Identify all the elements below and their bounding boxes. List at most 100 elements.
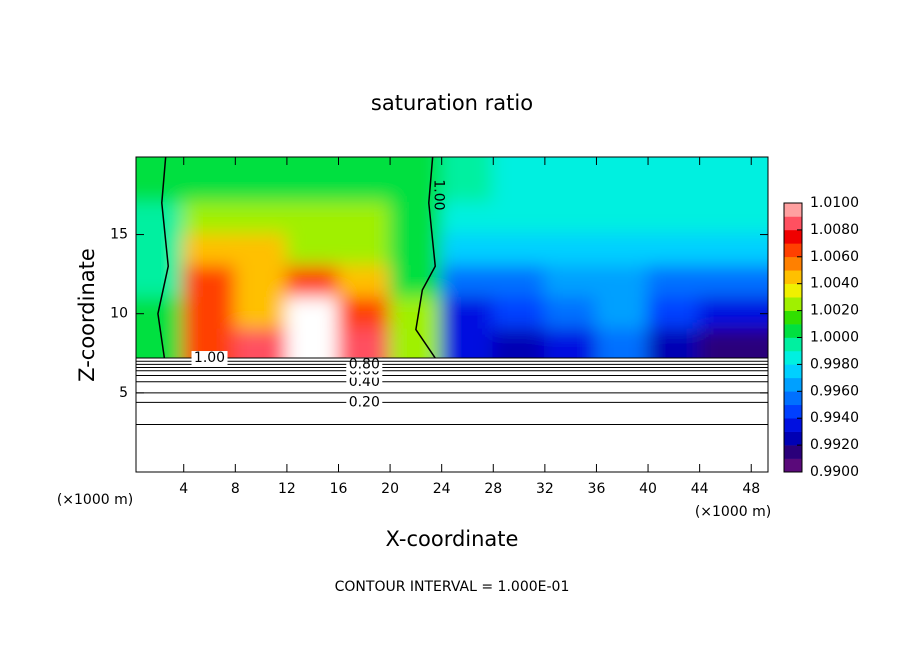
field-cell	[647, 233, 701, 268]
colorbar-swatch	[784, 243, 802, 258]
field-cells	[136, 157, 768, 359]
field-cell	[698, 328, 768, 359]
field-cell	[647, 265, 701, 299]
field-cell	[440, 201, 495, 236]
field-cell	[285, 201, 340, 236]
y-tick-label: 15	[110, 227, 128, 243]
field-cell	[647, 328, 701, 359]
colorbar-swatch	[784, 283, 802, 298]
field-cell	[698, 201, 768, 236]
field-cell	[285, 265, 340, 299]
colorbar-swatch	[784, 418, 802, 432]
field-cell	[337, 296, 392, 331]
colorbar-tick-label: 0.9960	[810, 383, 859, 399]
field-cell	[647, 157, 701, 204]
x-tick-label: 36	[588, 481, 606, 497]
contour-line	[415, 156, 437, 359]
field-cell	[543, 233, 598, 268]
field-cell	[182, 233, 237, 268]
x-unit: (×1000 m)	[695, 504, 771, 520]
colorbar-swatch	[784, 203, 802, 217]
field-cell	[492, 201, 546, 236]
field-cell	[182, 201, 237, 236]
field-cell	[440, 157, 495, 204]
chart-title: saturation ratio	[371, 91, 533, 115]
field-cell	[492, 233, 546, 268]
field-cell	[543, 296, 598, 331]
field-cell	[234, 201, 288, 236]
x-tick-label: 48	[742, 481, 760, 497]
field-cell	[440, 265, 495, 299]
field-cell	[595, 296, 650, 331]
field-cell	[543, 201, 598, 236]
field-cell	[136, 233, 185, 268]
contour-label-bg	[191, 351, 228, 366]
colorbar-swatch	[784, 229, 802, 244]
contour-label: 1.00	[194, 350, 225, 366]
field-cell	[698, 265, 768, 299]
colorbar-tick-label: 1.0060	[810, 249, 859, 265]
field-cell	[543, 157, 598, 204]
colorbar-swatch	[784, 324, 802, 338]
y-tick-label: 10	[110, 306, 128, 322]
field-cell	[136, 328, 185, 359]
field-cell	[698, 157, 768, 204]
colorbar-swatch	[784, 216, 802, 231]
field-cell	[492, 328, 546, 359]
field-cell	[595, 233, 650, 268]
field-cell	[285, 296, 340, 331]
field-cell	[440, 328, 495, 359]
colorbar-tick-label: 1.0080	[810, 222, 859, 238]
contour-label-bg	[346, 374, 383, 389]
colorbar-swatch	[784, 310, 802, 325]
field-cell	[440, 233, 495, 268]
field-cell	[389, 157, 443, 204]
y-tick-label: 5	[119, 385, 128, 401]
colorbar-swatch	[784, 445, 802, 459]
contour-label: 1.00	[431, 179, 447, 210]
field-cell	[234, 265, 288, 299]
x-tick-label: 40	[639, 481, 657, 497]
field-cell	[337, 328, 392, 359]
field-cell	[543, 265, 598, 299]
x-tick-label: 12	[278, 481, 296, 497]
colorbar-tick-label: 0.9940	[810, 410, 859, 426]
x-axis-title: X-coordinate	[386, 527, 519, 551]
contour-label: 0.80	[349, 356, 380, 372]
colorbar-tick-label: 1.0020	[810, 303, 859, 319]
field-cell	[136, 157, 185, 204]
field-cell	[234, 233, 288, 268]
contour-label: 0.20	[349, 394, 380, 410]
field-cell	[389, 201, 443, 236]
field-cell	[698, 296, 768, 331]
x-tick-label: 4	[179, 481, 188, 497]
colorbar-tick-label: 1.0040	[810, 276, 859, 292]
field-cell	[543, 328, 598, 359]
colorbar-swatch	[784, 391, 802, 406]
field-cell	[234, 296, 288, 331]
colorbar-tick-label: 1.0000	[810, 330, 859, 346]
field-cell	[182, 157, 237, 204]
colorbar-swatch	[784, 364, 802, 379]
field-cell	[337, 157, 392, 204]
field-cell	[492, 296, 546, 331]
x-unit: (×1000 m)	[57, 492, 133, 508]
field-cell	[234, 328, 288, 359]
field	[136, 157, 768, 359]
colorbar-swatch	[784, 256, 802, 271]
field-cell	[595, 328, 650, 359]
field-cell	[182, 265, 237, 299]
colorbar-swatch	[784, 270, 802, 284]
field-cell	[647, 296, 701, 331]
x-tick-label: 8	[231, 481, 240, 497]
colorbar-tick-label: 0.9920	[810, 437, 859, 453]
colorbar-swatch	[784, 337, 802, 352]
colorbar-tick-label: 0.9900	[810, 464, 859, 480]
field-cell	[234, 157, 288, 204]
field-cell	[337, 265, 392, 299]
field-cell	[182, 296, 237, 331]
x-tick-label: 16	[330, 481, 348, 497]
colorbar-swatch	[784, 377, 802, 392]
x-tick-label: 32	[536, 481, 554, 497]
